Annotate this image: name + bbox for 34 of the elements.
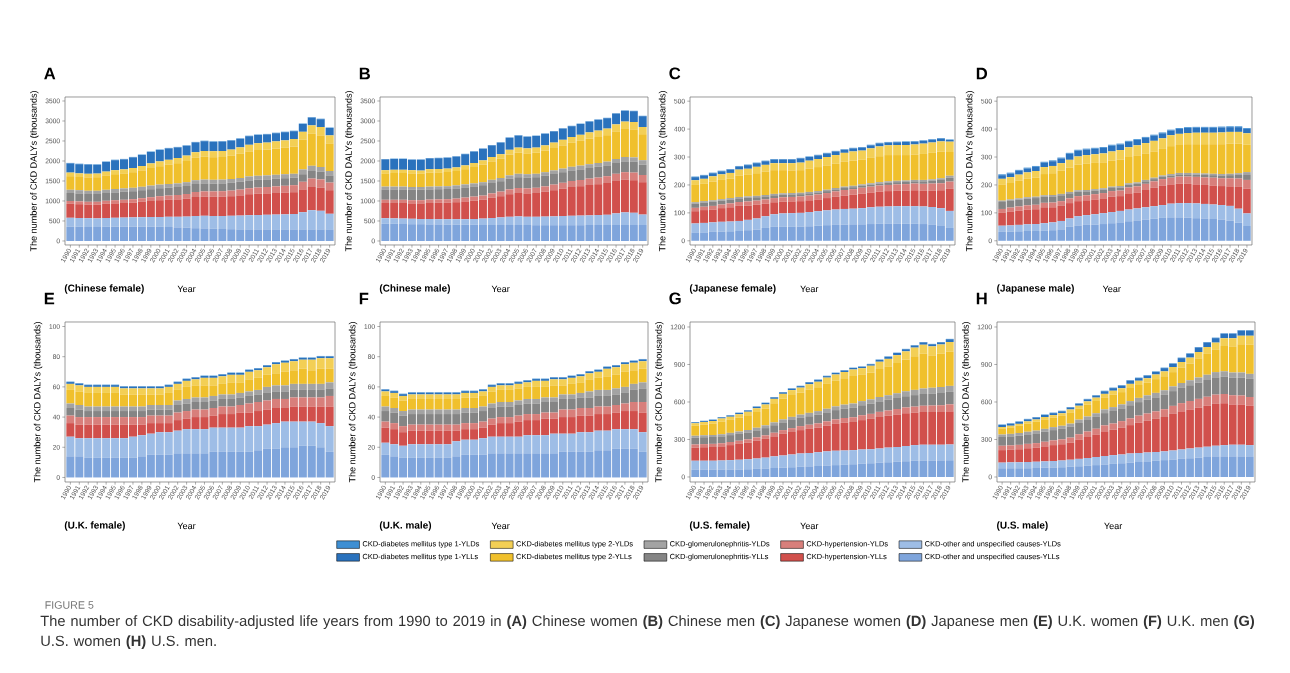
text: (U.K. female): [64, 521, 125, 531]
text: (Chinese female): [64, 284, 144, 294]
chart-title: B: [359, 67, 370, 80]
y-axis-title: The number of CKD DALYs (thousands): [655, 322, 664, 483]
x-axis-title: Year: [177, 285, 196, 293]
y-axis-title: The number of CKD DALYs (thousands): [658, 91, 668, 252]
y-axis-title: The number of CKD DALYs (thousands): [345, 91, 354, 252]
x-axis-title: Year: [177, 522, 196, 530]
y-axis-title: The number of CKD DALYs (thousands): [965, 91, 975, 252]
chart-title: H: [976, 292, 987, 305]
chart-title: D: [976, 67, 988, 80]
text: (U.S. female): [689, 521, 750, 531]
chart-title: G: [669, 292, 681, 305]
x-axis-title: Year: [800, 522, 819, 530]
chart-title: E: [44, 292, 55, 305]
caption: FIGURE 5: [45, 601, 94, 609]
text: (U.S. male): [997, 521, 1048, 531]
chart-title: A: [44, 67, 56, 80]
x-axis-title: Year: [1102, 285, 1121, 293]
y-axis-title: The number of CKD DALYs (thousands): [962, 322, 971, 483]
text: (Japanese female): [689, 284, 776, 294]
y-axis-title: The number of CKD DALYs (thousands): [33, 322, 43, 483]
text: (Japanese male): [997, 284, 1074, 294]
y-axis-title: The number of CKD DALYs (thousands): [348, 322, 358, 483]
text: (Chinese male): [379, 284, 450, 294]
text: (U.K. male): [379, 521, 432, 531]
text: The number of CKD disability-adjusted life years from 1990 to 2019 in (A) Chinese women (B) Chinese men (C) Japanese women (D) Japanese men (E) U.K. women (F) U.K. men (G) U.S. women (H) U.S. men.: [40, 615, 1255, 649]
x-axis-title: Year: [1104, 522, 1123, 530]
chart-title: C: [669, 67, 681, 80]
x-axis-title: Year: [800, 285, 819, 293]
chart-title: F: [359, 292, 369, 305]
x-axis-title: Year: [491, 522, 510, 530]
x-axis-title: Year: [491, 285, 510, 293]
y-axis-title: The number of CKD DALYs (thousands): [30, 91, 39, 252]
